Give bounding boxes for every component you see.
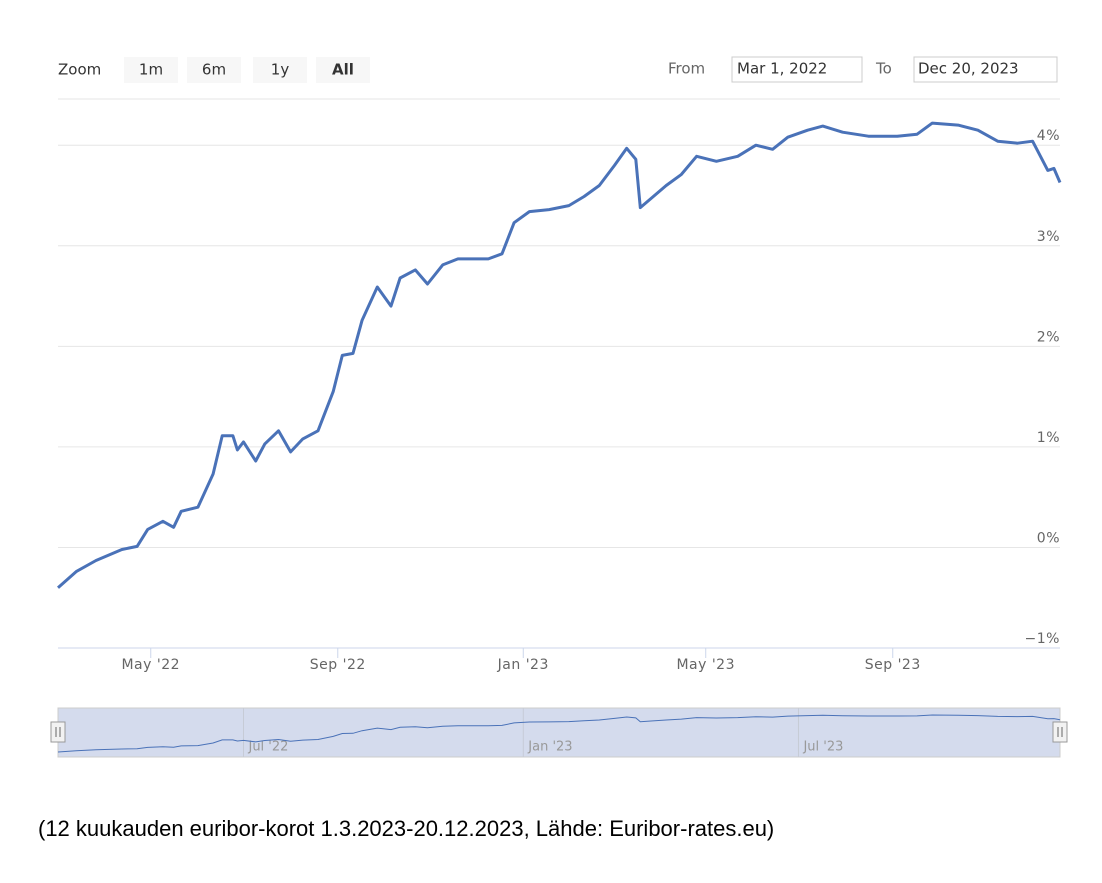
zoom-buttons: 1m 6m 1y All (124, 57, 370, 83)
navigator-handle-grip (55, 727, 61, 737)
y-tick-label: 4% (1037, 128, 1060, 144)
navigator-handle[interactable] (50, 721, 66, 743)
y-tick-label: 0% (1037, 530, 1060, 546)
x-tick-label: May '22 (121, 657, 180, 673)
x-tick-label: Jan '23 (497, 657, 549, 673)
navigator-handle-grip (1057, 727, 1063, 737)
y-tick-label: 3% (1037, 229, 1060, 245)
zoom-button[interactable] (187, 57, 241, 83)
to-date[interactable]: Dec 20, 2023 (918, 60, 1019, 78)
y-tick-label: 1% (1037, 430, 1060, 446)
zoom-button-label[interactable]: 6m (202, 61, 226, 79)
from-date[interactable]: Mar 1, 2022 (737, 60, 827, 78)
navigator-tick-label: Jul '22 (247, 740, 288, 755)
from-input[interactable] (731, 56, 863, 83)
from-label: From (668, 60, 705, 78)
x-tick-label: Sep '22 (310, 657, 366, 673)
line-series (57, 121, 1062, 589)
navigator-series (57, 714, 1061, 753)
zoom-button-label[interactable]: 1y (271, 61, 290, 79)
navigator-handle[interactable] (1052, 721, 1068, 743)
zoom-button-label[interactable]: All (332, 61, 354, 79)
x-tick-label: May '23 (676, 657, 735, 673)
zoom-button[interactable] (124, 57, 178, 83)
navigator-tick-label: Jan '23 (527, 740, 572, 755)
zoom-button[interactable] (316, 57, 370, 83)
caption: (12 kuukauden euribor-korot 1.3.2023-20.… (38, 816, 774, 841)
zoom-label: Zoom (58, 61, 101, 79)
zoom-button-label[interactable]: 1m (139, 61, 163, 79)
x-tick-label: Sep '23 (865, 657, 921, 673)
navigator-tick-label: Jul '23 (802, 740, 843, 755)
to-input[interactable] (913, 56, 1058, 83)
to-label: To (875, 60, 892, 78)
y-tick-label: −1% (1025, 631, 1060, 647)
y-tick-label: 2% (1037, 329, 1060, 345)
zoom-button[interactable] (253, 57, 307, 83)
